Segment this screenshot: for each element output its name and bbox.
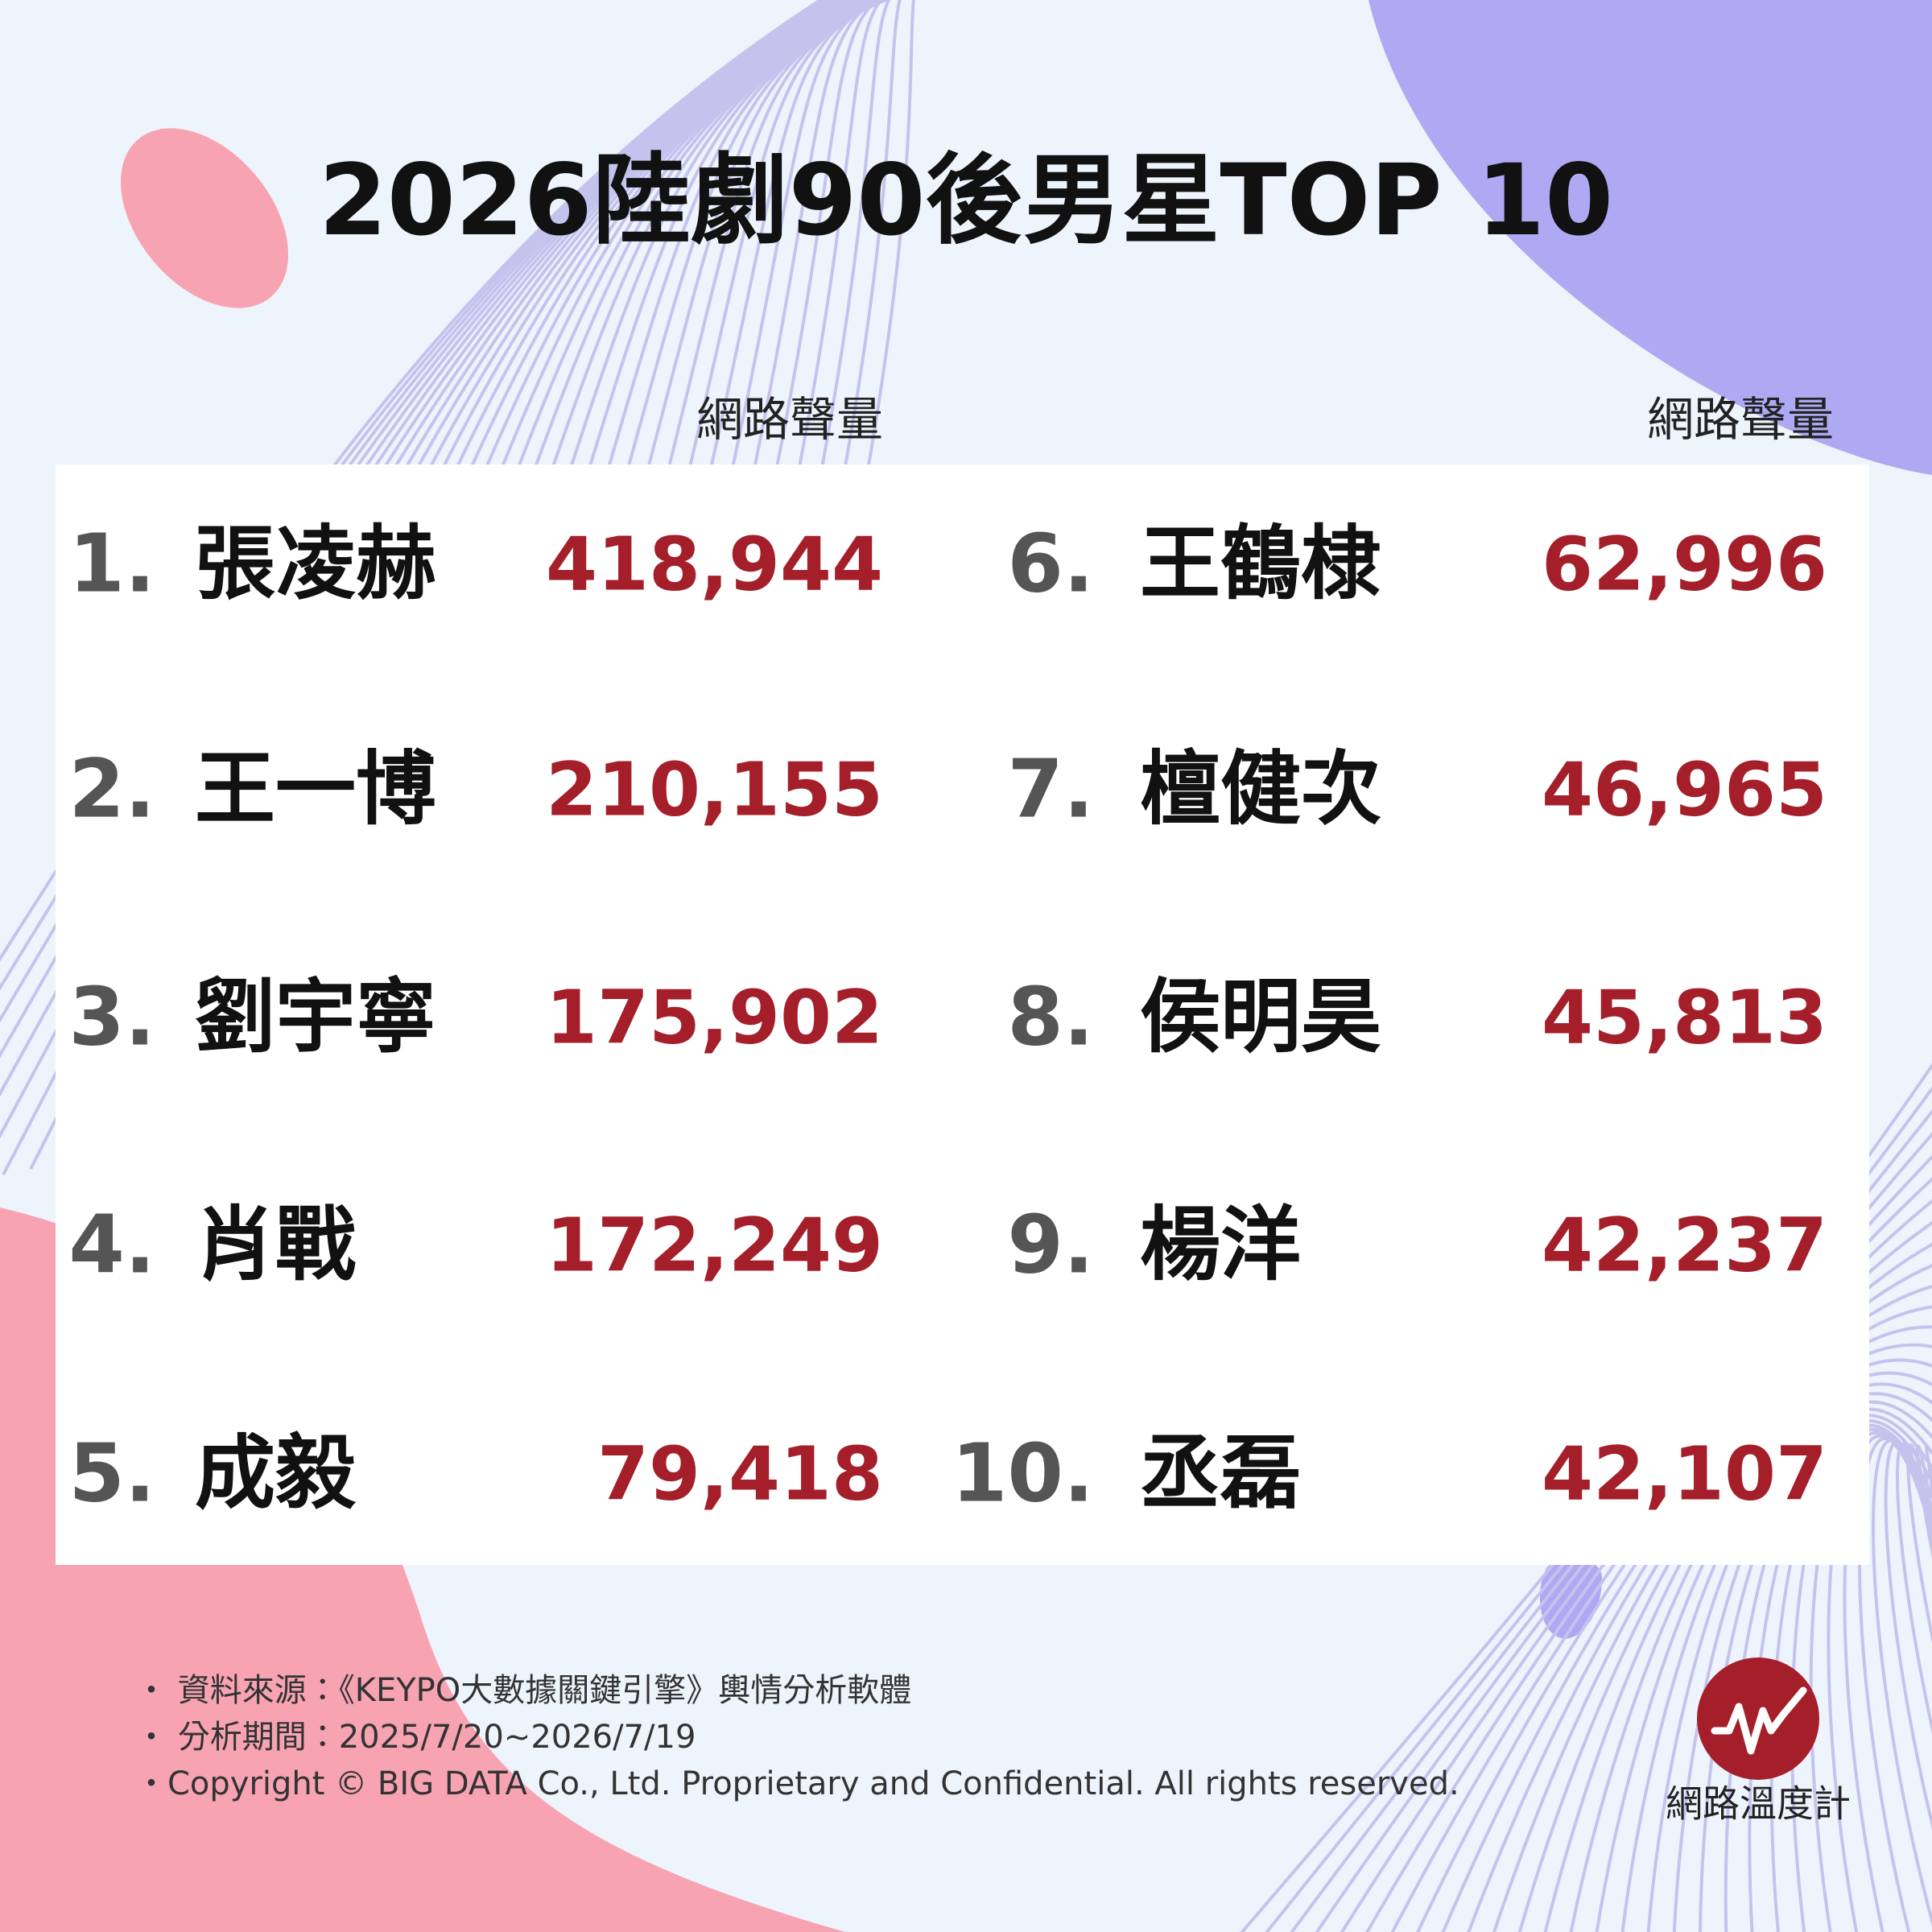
pattern-line <box>1924 1445 1932 1502</box>
value: 62,996 <box>1542 521 1827 607</box>
rank: 8. <box>1007 969 1094 1063</box>
column-header: 網路聲量 <box>696 392 883 447</box>
pattern-line <box>1895 1442 1932 1735</box>
logo-mark <box>1711 1686 1807 1755</box>
name: 成毅 <box>195 1426 357 1520</box>
value: 42,107 <box>1542 1430 1827 1517</box>
logo-label: 網路溫度計 <box>1666 1782 1851 1826</box>
name: 王鶴棣 <box>1140 516 1381 610</box>
rank: 9. <box>1007 1197 1094 1291</box>
name: 楊洋 <box>1140 1197 1301 1291</box>
column-header: 網路聲量 <box>1647 392 1834 447</box>
purple-blob <box>1368 0 1932 475</box>
pattern-line <box>1915 1444 1932 1559</box>
value: 210,155 <box>546 746 883 832</box>
rank: 1. <box>68 516 155 610</box>
value: 175,902 <box>546 974 883 1060</box>
pink-oval <box>121 128 288 308</box>
title: 2026陸劇90後男星TOP 10 <box>319 143 1613 258</box>
value: 46,965 <box>1542 746 1827 832</box>
value: 45,813 <box>1542 974 1827 1060</box>
value: 42,237 <box>1542 1202 1827 1288</box>
ranking-list: 1. 張凌赫 418,944 2. 王一博 210,155 3. 劉宇寧 175,902 4. 肖戰… <box>68 516 1827 1520</box>
name: 王一博 <box>195 741 436 836</box>
name: 劉宇寧 <box>195 969 436 1063</box>
footer-line: ・ 分析期間：2025/7/20~2026/7/19 <box>135 1719 696 1756</box>
pattern-line <box>1884 1441 1932 1831</box>
rank: 6. <box>1007 516 1094 610</box>
name: 侯明昊 <box>1140 969 1381 1063</box>
rank: 2. <box>68 741 155 836</box>
rank: 5. <box>68 1426 155 1520</box>
rank: 10. <box>952 1426 1094 1520</box>
footer-line: ・Copyright © BIG DATA Co., Ltd. Propriet… <box>135 1765 1459 1802</box>
name: 張凌赫 <box>195 516 436 610</box>
name: 檀健次 <box>1140 741 1381 836</box>
name: 肖戰 <box>195 1197 356 1291</box>
rank: 7. <box>1007 741 1094 836</box>
panel <box>56 464 1869 1565</box>
name: 丞磊 <box>1140 1426 1301 1520</box>
pattern-line <box>1906 1443 1932 1644</box>
footer-line: ・ 資料來源：《KEYPO大數據關鍵引擎》輿情分析軟體 <box>135 1672 911 1709</box>
value: 79,418 <box>597 1430 883 1517</box>
pattern-line <box>1872 1439 1932 1927</box>
rank: 4. <box>68 1197 155 1291</box>
rank: 3. <box>68 969 155 1063</box>
value: 172,249 <box>546 1202 883 1288</box>
value: 418,944 <box>546 521 883 607</box>
